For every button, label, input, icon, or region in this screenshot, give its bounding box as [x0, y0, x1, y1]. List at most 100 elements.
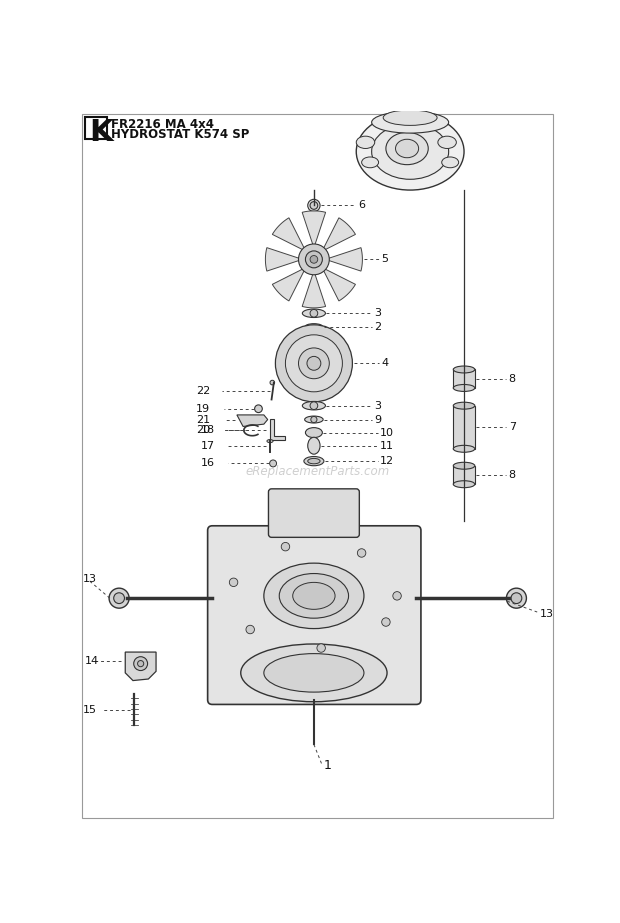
- Circle shape: [298, 244, 329, 275]
- Text: 22: 22: [196, 386, 210, 396]
- Text: 11: 11: [380, 440, 394, 450]
- Polygon shape: [265, 247, 299, 271]
- Ellipse shape: [386, 132, 428, 164]
- Circle shape: [511, 593, 522, 604]
- Ellipse shape: [303, 309, 326, 318]
- Text: 7: 7: [508, 422, 516, 432]
- Ellipse shape: [303, 402, 326, 410]
- Circle shape: [308, 199, 320, 211]
- Circle shape: [138, 661, 144, 666]
- Bar: [453, 466, 475, 485]
- Circle shape: [298, 348, 329, 378]
- Ellipse shape: [306, 427, 322, 438]
- Ellipse shape: [241, 644, 387, 701]
- Polygon shape: [272, 269, 304, 301]
- Circle shape: [310, 256, 317, 263]
- Text: 13: 13: [83, 574, 97, 584]
- Ellipse shape: [304, 416, 323, 423]
- Bar: [453, 369, 475, 388]
- Ellipse shape: [453, 481, 475, 487]
- Polygon shape: [302, 274, 326, 308]
- Bar: [85, 117, 107, 139]
- Text: 18: 18: [201, 425, 215, 435]
- Ellipse shape: [267, 439, 273, 443]
- Text: 13: 13: [539, 608, 554, 618]
- Circle shape: [134, 656, 148, 670]
- Text: 4: 4: [382, 358, 389, 368]
- Text: HYDROSTAT K574 SP: HYDROSTAT K574 SP: [112, 128, 250, 141]
- Circle shape: [270, 460, 277, 467]
- Text: 17: 17: [201, 441, 215, 451]
- Ellipse shape: [356, 114, 464, 190]
- Circle shape: [281, 543, 290, 551]
- Text: 8: 8: [508, 470, 516, 480]
- Ellipse shape: [309, 326, 318, 329]
- Polygon shape: [302, 210, 326, 245]
- Ellipse shape: [264, 653, 364, 692]
- Circle shape: [229, 578, 238, 586]
- Circle shape: [307, 356, 321, 370]
- Ellipse shape: [441, 157, 459, 168]
- Text: 12: 12: [380, 456, 394, 466]
- Text: 20: 20: [196, 426, 210, 436]
- Circle shape: [310, 201, 317, 210]
- Ellipse shape: [361, 157, 379, 168]
- Text: 15: 15: [83, 705, 97, 714]
- Circle shape: [306, 251, 322, 268]
- Text: 3: 3: [374, 401, 381, 411]
- Ellipse shape: [264, 563, 364, 629]
- Circle shape: [285, 335, 342, 391]
- Circle shape: [393, 592, 401, 600]
- Text: 3: 3: [374, 308, 381, 318]
- Text: 14: 14: [85, 656, 99, 666]
- Ellipse shape: [453, 366, 475, 373]
- Bar: [453, 406, 475, 449]
- Ellipse shape: [356, 137, 374, 149]
- Circle shape: [357, 549, 366, 557]
- Polygon shape: [270, 419, 285, 440]
- Circle shape: [317, 643, 326, 653]
- Ellipse shape: [304, 324, 323, 330]
- Ellipse shape: [371, 124, 449, 179]
- Ellipse shape: [371, 112, 449, 133]
- Circle shape: [275, 325, 352, 402]
- Polygon shape: [237, 415, 268, 426]
- Circle shape: [270, 380, 275, 385]
- Text: eReplacementParts.com: eReplacementParts.com: [246, 464, 390, 477]
- Polygon shape: [125, 652, 156, 680]
- Polygon shape: [324, 269, 355, 301]
- Text: 16: 16: [201, 459, 215, 468]
- FancyBboxPatch shape: [208, 526, 421, 704]
- Text: 9: 9: [374, 414, 381, 425]
- FancyBboxPatch shape: [268, 489, 360, 537]
- Text: K: K: [89, 118, 113, 147]
- Text: 19: 19: [196, 403, 210, 414]
- Circle shape: [246, 625, 254, 634]
- Polygon shape: [324, 218, 355, 250]
- Text: 2: 2: [374, 322, 381, 332]
- Circle shape: [382, 617, 390, 627]
- Ellipse shape: [279, 573, 348, 618]
- Circle shape: [310, 402, 317, 410]
- Circle shape: [311, 416, 317, 423]
- Ellipse shape: [304, 457, 324, 466]
- Ellipse shape: [396, 139, 418, 158]
- Polygon shape: [272, 218, 304, 250]
- Text: 10: 10: [380, 427, 394, 438]
- Ellipse shape: [308, 459, 320, 463]
- Circle shape: [109, 588, 129, 608]
- Text: 21: 21: [196, 414, 210, 425]
- Polygon shape: [329, 247, 363, 271]
- Circle shape: [310, 309, 317, 318]
- Ellipse shape: [438, 137, 456, 149]
- Circle shape: [113, 593, 125, 604]
- Ellipse shape: [308, 438, 320, 454]
- Ellipse shape: [453, 462, 475, 469]
- Circle shape: [255, 405, 262, 413]
- Ellipse shape: [453, 402, 475, 409]
- Ellipse shape: [453, 385, 475, 391]
- Text: FR2216 MA 4x4: FR2216 MA 4x4: [112, 118, 215, 131]
- Text: 6: 6: [358, 200, 366, 210]
- Ellipse shape: [453, 445, 475, 452]
- Circle shape: [507, 588, 526, 608]
